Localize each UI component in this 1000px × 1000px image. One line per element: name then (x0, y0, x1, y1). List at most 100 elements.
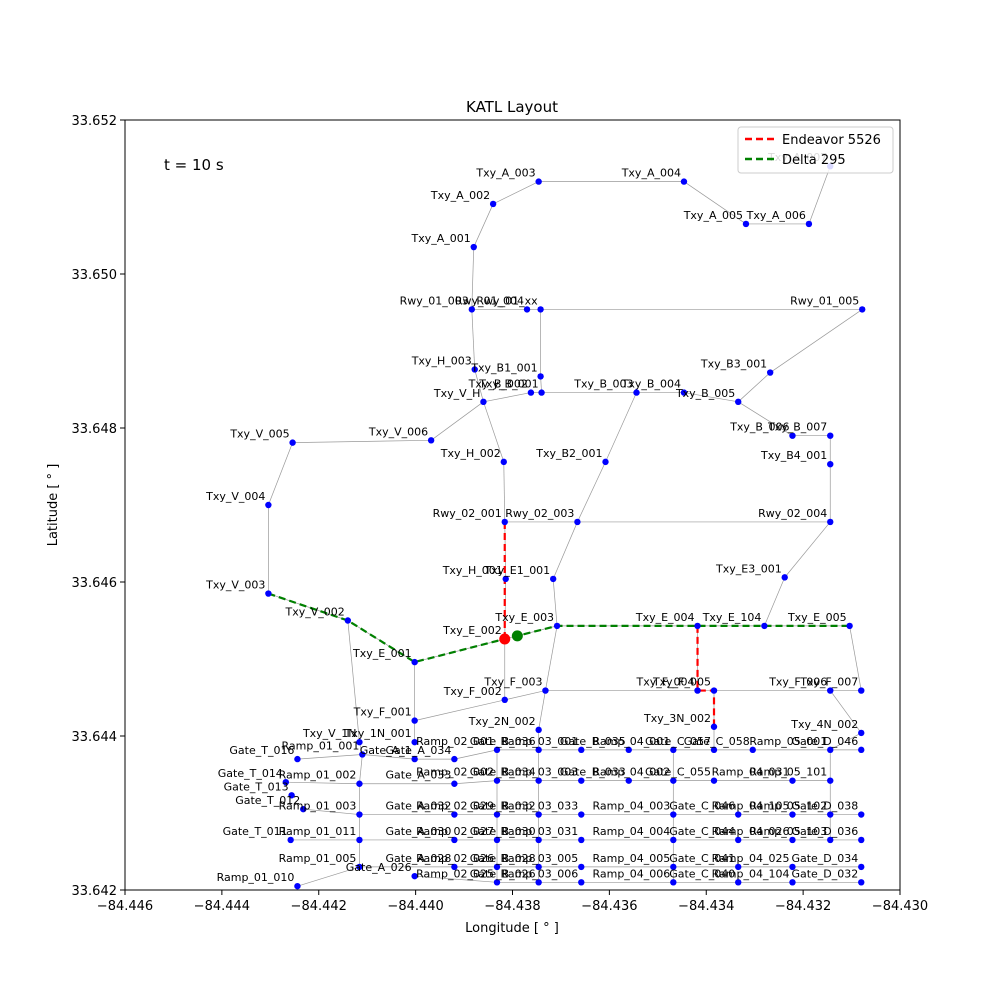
aircraft-layer (499, 630, 523, 645)
legend-label-delta: Delta 295 (782, 153, 846, 168)
node-Gate_A_028 (451, 863, 458, 871)
node-layer (265, 163, 866, 890)
node-label-Ramp_04_105: Ramp_04_105 (712, 800, 790, 813)
node-Gate_C_040 (735, 879, 742, 886)
node-label-Txy_H_001: Txy_H_001 (442, 564, 503, 577)
node-Txy_B_005 (735, 398, 742, 406)
edge-Rwy_02_004-Txy_E3_001 (784, 521, 831, 578)
node-label-Txy_A_006: Txy_A_006 (746, 209, 806, 222)
node-Ramp_01_001 (359, 751, 366, 758)
node-label-Ramp_02_025: Ramp_02_025 (416, 867, 494, 880)
node-label-Rwy_02_001: Rwy_02_001 (433, 507, 502, 520)
node-Txy_B_007 (827, 432, 834, 439)
edge-Gate_A_026-Ramp_02_025 (414, 875, 498, 883)
node-label-Gate_T_014: Gate_T_014 (218, 767, 283, 780)
node-label-Txy_F_006: Txy_F_006 (768, 676, 827, 689)
node-label-Txy_B_005: Txy_B_005 (675, 387, 735, 400)
node-Txy_F_002 (501, 696, 508, 704)
node-label-Txy_V_003: Txy_V_003 (205, 579, 265, 592)
x-axis: −84.446 −84.444 −84.442 −84.440 −84.438 −84.4… (97, 890, 928, 914)
node-Txy_F_001 (411, 717, 418, 724)
node-Gate_D_038 (858, 811, 865, 818)
node-label-Txy_A_002: Txy_A_002 (430, 189, 490, 202)
node-Ramp_05_101 (827, 777, 834, 784)
node-label-Gate_B_036: Gate_B_036 (470, 735, 536, 748)
edge-Txy_V_006-Txy_V_005 (292, 439, 432, 443)
node-label-Ramp_05_001: Ramp_05_001 (749, 735, 827, 748)
x-tick-label: −84.436 (581, 899, 637, 914)
node-label-Txy_E_005: Txy_E_005 (787, 611, 847, 624)
node-label-Txy_B_003: Txy_B_003 (573, 378, 633, 391)
node-label-Ramp_03_031: Ramp_03_031 (500, 825, 578, 838)
node-label-Txy_E1_001: Txy_E1_001 (484, 564, 551, 577)
node-Gate_B_034 (535, 777, 542, 784)
node-label-Txy_H_002: Txy_H_002 (440, 447, 501, 460)
node-label-Ramp_01_002: Ramp_01_002 (279, 769, 357, 782)
node-Ramp_05_001 (827, 746, 834, 754)
edge-Txy_B2_001-Rwy_02_003 (577, 461, 606, 523)
node-label-Ramp_03_033: Ramp_03_033 (500, 800, 578, 813)
edge-Txy_V_H-Txy_B_002 (483, 392, 531, 403)
node-Gate_A_032 (451, 811, 458, 818)
edge-Gate_A_033-Ramp_02_002 (454, 780, 498, 785)
node-Gate_D_032 (858, 879, 865, 886)
node-Txy_F_006 (827, 687, 834, 694)
node-Gate_T_016 (294, 755, 301, 763)
node-label-Txy_A_001: Txy_A_001 (410, 232, 470, 245)
node-label-Rwy_02_004: Rwy_02_004 (758, 507, 827, 520)
x-tick-label: −84.438 (484, 899, 540, 914)
x-tick-label: −84.442 (291, 899, 347, 914)
edge-Txy_F_003-Txy_2N_002 (538, 690, 546, 730)
node-label-Ramp_04_025: Ramp_04_025 (712, 852, 790, 865)
path-endeavor-5526-continuation (696, 625, 716, 727)
node-Gate_D_034 (858, 863, 865, 871)
node-label-Gate_A_026: Gate_A_026 (346, 861, 412, 874)
node-label-Rwy_01_xx: Rwy_01_xx (476, 294, 538, 307)
edge-Txy_E3_001-Txy_E_104 (764, 577, 786, 627)
edge-Txy_E1_001-Txy_E_003 (552, 578, 558, 626)
node-Gate_B_030 (535, 836, 542, 844)
node-Txy_E1_001 (549, 575, 557, 583)
edge-Gate_T_016-Ramp_01_001 (297, 754, 363, 760)
node-label-Rwy_02_003: Rwy_02_003 (505, 507, 574, 520)
node-label-Gate_D_046: Gate_D_046 (791, 735, 858, 748)
node-label-Txy_V_005: Txy_V_005 (229, 428, 289, 441)
edge-Txy_A_001-Rwy_01_003 (471, 247, 475, 310)
node-label-Txy_V_H: Txy_V_H (433, 387, 481, 400)
node-Ramp_04_003 (670, 811, 677, 818)
node-Txy_B3_001 (766, 369, 774, 376)
edge-Ramp_01_010-Ramp_01_005 (297, 866, 360, 887)
node-Txy_B_006 (789, 432, 796, 439)
node-label-Txy_V_002: Txy_V_002 (285, 606, 345, 619)
node-Ramp_01_003 (356, 811, 363, 818)
node-label-Ramp_04_001: Ramp_04_001 (592, 735, 670, 748)
node-Ramp_04_004 (670, 836, 677, 844)
node-label-Gate_C_046: Gate_C_046 (669, 800, 735, 813)
node-label-Txy_B_002: Txy_B_002 (468, 378, 528, 391)
node-Txy_A_002 (489, 200, 497, 208)
node-Gate_T_011 (287, 836, 294, 844)
node-label-Txy_A_003: Txy_A_003 (475, 167, 535, 180)
node-Ramp_01_011 (356, 836, 363, 844)
node-label-Ramp_05_102: Ramp_05_102 (749, 800, 827, 813)
node-label-Ramp_05_101: Ramp_05_101 (749, 766, 827, 779)
node-Gate_C_055 (710, 777, 718, 784)
edge-Txy_V_H-Txy_V_006 (430, 401, 484, 441)
node-label-Txy_A_005: Txy_A_005 (683, 209, 743, 222)
node-Ramp_03_005 (578, 863, 585, 871)
node-Rwy_02_004 (827, 518, 834, 526)
node-label-Rwy_01_004: Rwy_01_004 (455, 294, 524, 307)
edge-Gate_A_034-Ramp_02_001 (454, 749, 498, 760)
node-label-Gate_A_028: Gate_A_028 (386, 852, 452, 865)
node-label-Ramp_04_004: Ramp_04_004 (592, 825, 670, 838)
node-label-Ramp_03_006: Ramp_03_006 (500, 867, 578, 880)
node-Txy_B_003 (633, 389, 640, 396)
node-label-Txy_E_003: Txy_E_003 (494, 611, 554, 624)
edge-Txy_A_004-Txy_A_005 (683, 181, 747, 225)
node-Gate_A_034 (451, 755, 458, 763)
node-Txy_A_005 (742, 220, 750, 228)
node-Ramp_02_027 (493, 836, 501, 844)
edge-Txy_V_002-Txy_V_1N (347, 620, 360, 743)
node-label-Gate_A_033: Gate_A_033 (386, 769, 452, 782)
node-Txy_F_003 (542, 687, 549, 694)
